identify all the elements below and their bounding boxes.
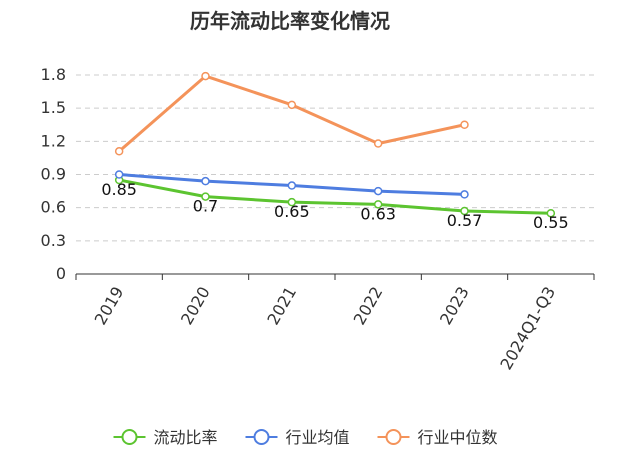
data-label: 0.55 bbox=[533, 213, 569, 232]
data-point bbox=[114, 147, 124, 156]
legend-marker-icon bbox=[385, 429, 402, 445]
y-tick-label: 0.9 bbox=[41, 165, 66, 184]
legend-marker-icon bbox=[121, 429, 138, 445]
y-tick-label: 0.3 bbox=[41, 231, 66, 250]
data-labels: 0.85 0.7 0.65 0.63 0.57 0.55 bbox=[101, 180, 568, 232]
data-point bbox=[201, 176, 210, 186]
data-label: 0.63 bbox=[360, 204, 396, 223]
legend-label: 流动比率 bbox=[154, 428, 218, 447]
data-label: 0.57 bbox=[447, 211, 483, 230]
x-tick-label: 2022 bbox=[350, 283, 387, 328]
legend-label: 行业均值 bbox=[286, 428, 350, 447]
data-point bbox=[373, 200, 383, 209]
grid-lines bbox=[76, 74, 594, 242]
data-point bbox=[546, 208, 556, 218]
x-tick-label: 2020 bbox=[177, 283, 214, 328]
series-line bbox=[117, 74, 466, 153]
legend-item[interactable]: 行业中位数 bbox=[377, 428, 498, 447]
y-tick-label: 1.5 bbox=[41, 98, 66, 117]
y-tick-label: 0 bbox=[56, 264, 66, 283]
legend-label: 行业中位数 bbox=[418, 428, 498, 447]
data-point bbox=[201, 71, 210, 81]
y-tick-label: 1.8 bbox=[41, 65, 66, 84]
data-label: 0.65 bbox=[274, 202, 310, 221]
data-point bbox=[287, 100, 297, 110]
data-label: 0.7 bbox=[193, 197, 218, 216]
axes: 0 0.3 0.6 0.9 1.2 1.5 1.8 2019 2020 2021 2022 2023 2… bbox=[41, 65, 595, 373]
chart-title: 历年流动比率变化情况 bbox=[190, 9, 390, 33]
data-point bbox=[114, 170, 124, 179]
data-point bbox=[287, 181, 297, 190]
series-group bbox=[114, 71, 556, 218]
data-label: 0.85 bbox=[101, 180, 137, 199]
data-point bbox=[460, 206, 469, 216]
data-point bbox=[373, 139, 383, 148]
legend-marker-icon bbox=[253, 429, 270, 445]
y-tick-label: 1.2 bbox=[41, 131, 66, 150]
data-point bbox=[201, 192, 210, 201]
x-tick-label: 2023 bbox=[436, 283, 473, 328]
legend-item[interactable]: 行业均值 bbox=[245, 428, 350, 447]
data-point bbox=[460, 120, 469, 129]
series-line bbox=[117, 178, 553, 215]
data-point bbox=[287, 197, 297, 207]
legend[interactable]: 流动比率 行业均值 行业中位数 bbox=[113, 428, 498, 447]
y-tick-label: 0.6 bbox=[41, 198, 66, 217]
data-point bbox=[373, 186, 383, 196]
x-tick-label: 2019 bbox=[91, 283, 128, 328]
x-tick-label: 2021 bbox=[263, 283, 300, 328]
x-tick-label: 2024Q1-Q3 bbox=[496, 283, 559, 373]
data-point bbox=[460, 190, 469, 199]
legend-item[interactable]: 流动比率 bbox=[113, 428, 218, 447]
